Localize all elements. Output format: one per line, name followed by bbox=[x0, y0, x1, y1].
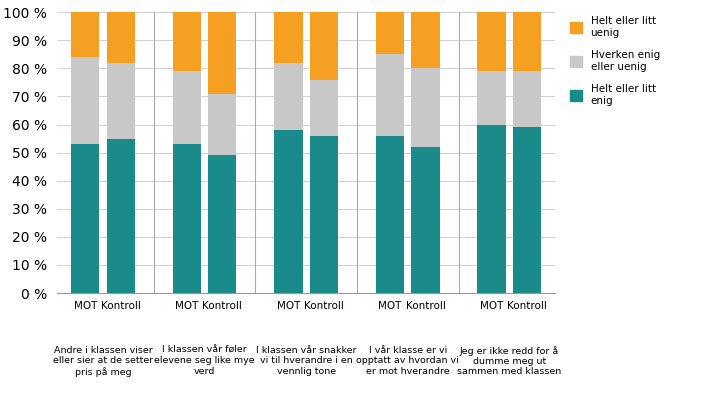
Bar bbox=[71, 12, 100, 57]
Bar bbox=[71, 57, 100, 144]
Bar bbox=[310, 80, 338, 136]
Text: Jeg er ikke redd for å
dumme meg ut
sammen med klassen: Jeg er ikke redd for å dumme meg ut samm… bbox=[457, 346, 562, 376]
Bar bbox=[412, 12, 439, 68]
Bar bbox=[376, 55, 404, 136]
Bar bbox=[173, 12, 201, 71]
Bar bbox=[107, 63, 135, 139]
Bar bbox=[71, 144, 100, 293]
Bar bbox=[274, 12, 303, 63]
Bar bbox=[513, 127, 541, 293]
Bar bbox=[274, 130, 303, 293]
Bar bbox=[208, 12, 236, 94]
Bar bbox=[513, 12, 541, 71]
Bar bbox=[208, 94, 236, 155]
Bar bbox=[310, 12, 338, 80]
Bar bbox=[107, 12, 135, 63]
Bar bbox=[173, 144, 201, 293]
Text: I klassen vår snakker
vi til hverandre i en
vennlig tone: I klassen vår snakker vi til hverandre i… bbox=[256, 346, 357, 376]
Bar bbox=[310, 136, 338, 293]
Text: Andre i klassen viser
eller sier at de setter
pris på meg: Andre i klassen viser eller sier at de s… bbox=[53, 346, 153, 376]
Legend: Helt eller litt
uenig, Hverken enig
eller uenig, Helt eller litt
enig: Helt eller litt uenig, Hverken enig elle… bbox=[565, 12, 664, 110]
Text: I klassen vår føler
elevene seg like mye
verd: I klassen vår føler elevene seg like mye… bbox=[155, 346, 255, 376]
Bar bbox=[107, 139, 135, 293]
Bar bbox=[478, 125, 506, 293]
Text: I vår klasse er vi
opptatt av hvordan vi
er mot hverandre: I vår klasse er vi opptatt av hvordan vi… bbox=[356, 346, 459, 376]
Bar bbox=[173, 71, 201, 144]
Bar bbox=[412, 68, 439, 147]
Bar bbox=[513, 71, 541, 127]
Bar bbox=[376, 136, 404, 293]
Bar bbox=[412, 147, 439, 293]
Bar bbox=[208, 155, 236, 293]
Bar bbox=[376, 12, 404, 55]
Bar bbox=[478, 71, 506, 125]
Bar bbox=[478, 12, 506, 71]
Bar bbox=[274, 63, 303, 130]
